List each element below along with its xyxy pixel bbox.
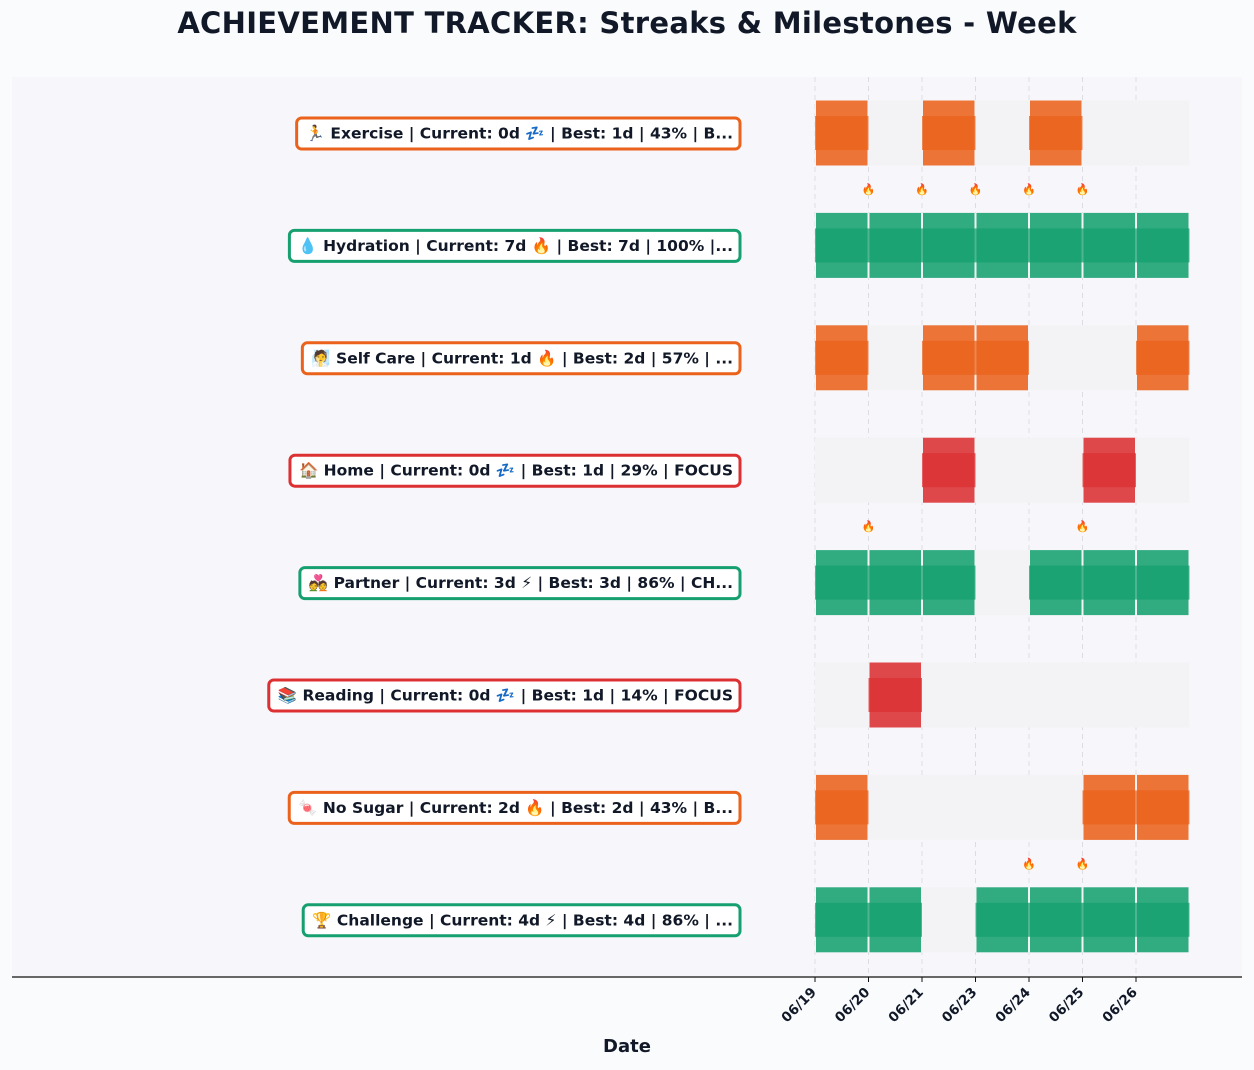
habit-label: 🏆 Challenge | Current: 4d ⚡ | Best: 4d |… — [312, 910, 733, 930]
completion-band — [1029, 565, 1083, 600]
completion-band — [975, 340, 1029, 375]
completion-band — [1082, 902, 1136, 937]
habit-label-box — [287, 228, 742, 263]
milestone-icon: 🔥 — [915, 183, 929, 196]
habit-label-box — [288, 453, 742, 488]
habit-label: 📚 Reading | Current: 0d 💤 | Best: 1d | 1… — [278, 687, 733, 706]
completion-band — [815, 116, 869, 150]
completion-band — [1082, 565, 1136, 600]
habit-row: 💑 Partner | Current: 3d ⚡ | Best: 3d | 8… — [298, 550, 1190, 616]
habit-label: 💑 Partner | Current: 3d ⚡ | Best: 3d | 8… — [309, 573, 733, 593]
x-tick-label: 06/21 — [885, 985, 926, 1026]
habit-label: 🍬 No Sugar | Current: 2d 🔥 | Best: 2d | … — [298, 798, 733, 818]
milestone-icon: 🔥 — [969, 183, 983, 196]
chart-title: ACHIEVEMENT TRACKER: Streaks & Milestone… — [177, 6, 1077, 40]
milestone-icon: 🔥 — [1022, 183, 1036, 196]
habit-label: 💧 Hydration | Current: 7d 🔥 | Best: 7d |… — [298, 236, 733, 256]
completion-band — [1136, 228, 1190, 263]
completion-band — [815, 790, 869, 825]
milestone-icon: 🔥 — [1076, 857, 1090, 870]
completion-band — [1029, 228, 1083, 263]
completion-band — [1082, 453, 1136, 488]
habit-row: 🔥 🔥 🏠 Home | Current: 0d 💤 | Best: 1d | 29… — [288, 437, 1190, 533]
habit-row: 💧 Hydration | Current: 7d 🔥 | Best: 7d |… — [287, 212, 1190, 278]
completion-band — [868, 565, 922, 600]
completion-band — [975, 902, 1029, 937]
x-tick-label: 06/23 — [939, 985, 980, 1026]
completion-band — [922, 116, 976, 150]
habit-label-box — [298, 566, 742, 601]
completion-band — [1136, 902, 1190, 937]
completion-band — [1029, 116, 1083, 150]
completion-band — [922, 340, 976, 375]
x-tick-label: 06/26 — [1099, 985, 1140, 1026]
completion-band — [815, 340, 869, 375]
completion-band — [975, 228, 1029, 263]
habit-label-box — [295, 116, 742, 151]
milestone-icon: 🔥 — [862, 520, 876, 533]
completion-band — [868, 678, 922, 712]
habit-track — [815, 100, 1190, 166]
habit-row: 🔥 🔥 🔥 🔥 🔥 🏃 Exercise | Current: 0d 💤 | Best: … — [295, 100, 1190, 196]
habit-row: 🔥 🔥 🍬 No Sugar | Current: 2d 🔥 | Best: 2d … — [287, 774, 1190, 870]
completion-band — [922, 228, 976, 263]
milestone-icon: 🔥 — [1076, 520, 1090, 533]
x-tick-label: 06/25 — [1046, 985, 1087, 1026]
habit-label-box — [287, 790, 742, 825]
completion-band — [1136, 790, 1190, 825]
habit-label: 🧖 Self Care | Current: 1d 🔥 | Best: 2d |… — [311, 348, 733, 368]
completion-band — [1029, 902, 1083, 937]
completion-band — [1136, 565, 1190, 600]
milestone-icon: 🔥 — [862, 183, 876, 196]
plot-area — [12, 77, 1242, 977]
x-axis-title-wrap: Date — [0, 1036, 1254, 1057]
milestone-icon: 🔥 — [1022, 857, 1036, 870]
completion-band — [815, 228, 869, 263]
habit-label-box — [267, 678, 742, 713]
milestone-icon: 🔥 — [1076, 183, 1090, 196]
completion-band — [868, 902, 922, 937]
habit-row: 📚 Reading | Current: 0d 💤 | Best: 1d | 1… — [267, 662, 1190, 728]
habit-label: 🏃 Exercise | Current: 0d 💤 | Best: 1d | … — [306, 124, 733, 144]
habit-row: 🏆 Challenge | Current: 4d ⚡ | Best: 4d |… — [301, 887, 1190, 953]
habit-label-box — [301, 903, 742, 938]
completion-band — [815, 902, 869, 937]
completion-band — [815, 565, 869, 600]
habit-label-box — [300, 341, 742, 376]
completion-band — [1082, 790, 1136, 825]
x-axis-title: Date — [603, 1036, 651, 1057]
x-tick-label: 06/24 — [992, 985, 1033, 1026]
completion-band — [1136, 340, 1190, 375]
habit-row: 🧖 Self Care | Current: 1d 🔥 | Best: 2d |… — [300, 325, 1190, 391]
completion-band — [922, 453, 976, 488]
completion-band — [922, 565, 976, 600]
habit-label: 🏠 Home | Current: 0d 💤 | Best: 1d | 29% … — [299, 462, 733, 481]
completion-band — [868, 228, 922, 263]
completion-band — [1082, 228, 1136, 263]
x-tick-label: 06/19 — [778, 985, 819, 1026]
x-tick-label: 06/20 — [832, 985, 873, 1026]
